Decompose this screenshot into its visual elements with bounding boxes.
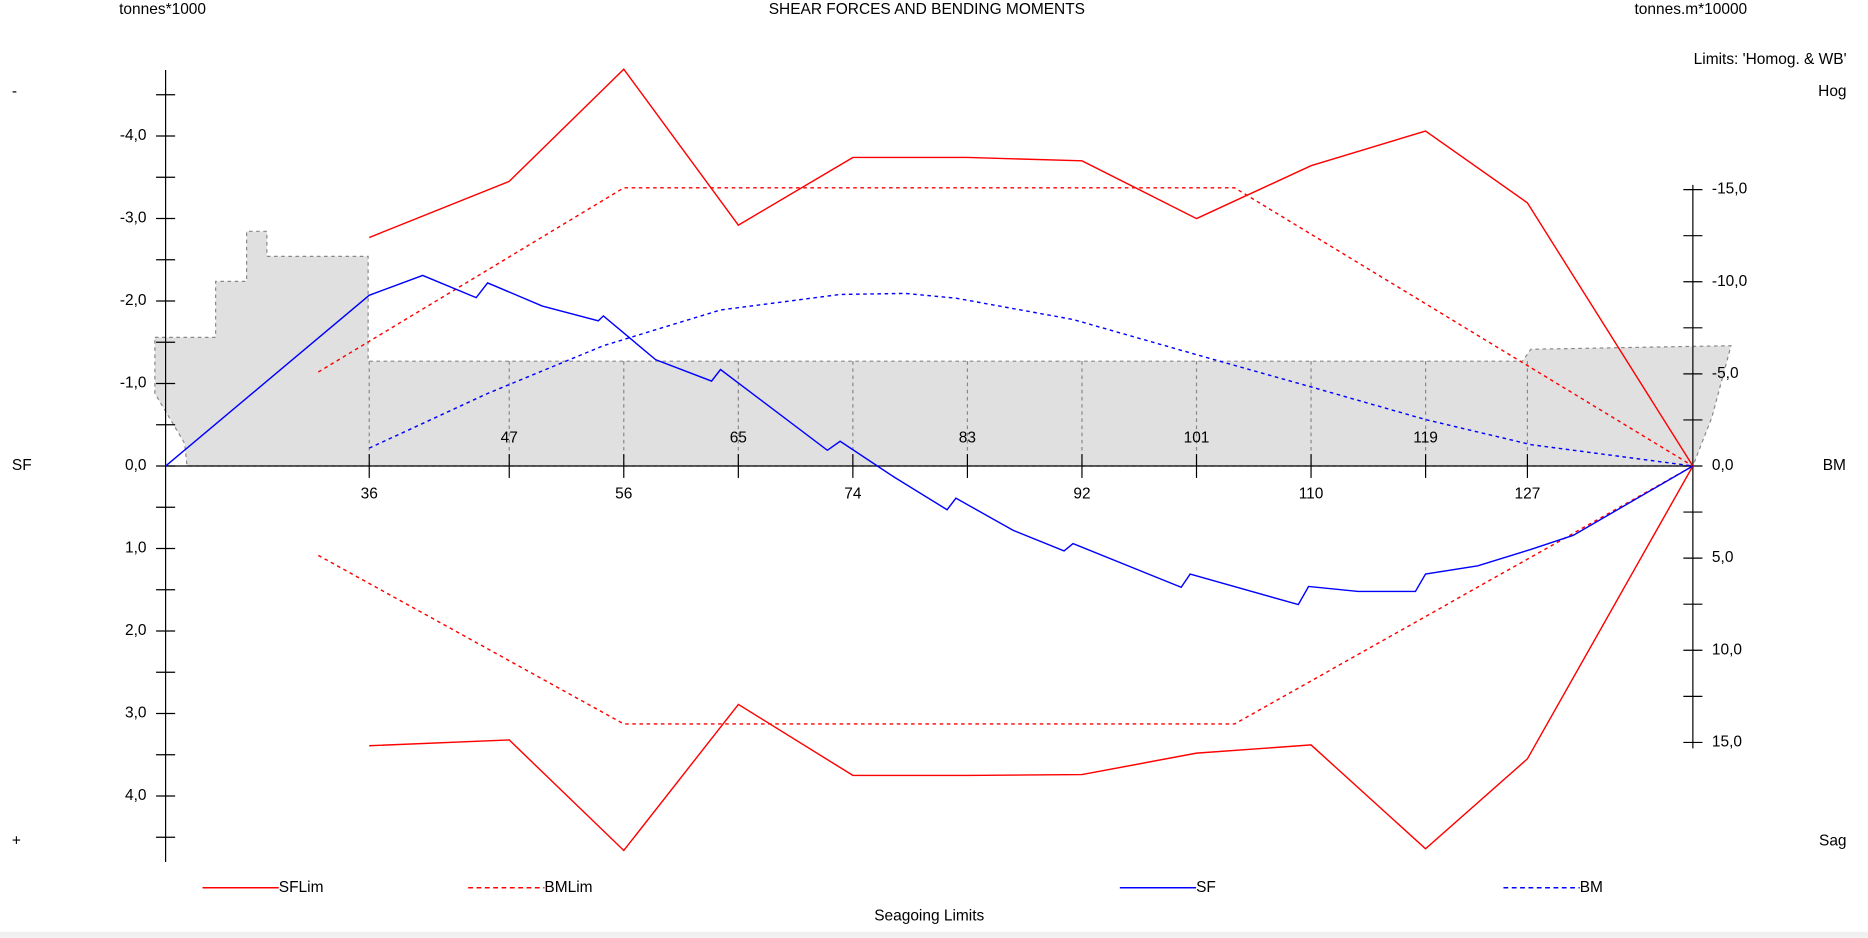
y-tick-label: 3,0 xyxy=(125,705,147,722)
y2-tick-label: -15,0 xyxy=(1712,181,1747,198)
y2-tick-label: -5,0 xyxy=(1712,365,1739,382)
x-tick-label: 74 xyxy=(844,486,862,503)
y2-tick-label: 10,0 xyxy=(1712,641,1742,658)
x-tick-label: 56 xyxy=(615,486,632,503)
legend-label: SF xyxy=(1196,879,1216,896)
x-tick-label: 47 xyxy=(501,430,518,447)
ship-profile xyxy=(154,230,1732,467)
y2-tick-label: 15,0 xyxy=(1712,734,1742,751)
sag-label: Sag xyxy=(1819,832,1847,849)
y-tick-label: 4,0 xyxy=(125,787,147,804)
x-tick-label: 119 xyxy=(1413,430,1438,447)
x-tick-label: 36 xyxy=(361,486,378,503)
top-sign: - xyxy=(12,83,17,100)
hog-label: Hog xyxy=(1818,83,1846,100)
x-tick-label: 101 xyxy=(1184,430,1210,447)
x-tick-label: 110 xyxy=(1299,486,1324,503)
legend-label: BM xyxy=(1580,879,1603,896)
y-unit: tonnes*1000 xyxy=(119,1,206,18)
series-line xyxy=(317,465,1694,725)
y2-tick-label: 0,0 xyxy=(1712,457,1734,474)
limits-note: Limits: 'Homog. & WB' xyxy=(1694,51,1847,68)
status-strip xyxy=(0,931,1868,938)
y-tick-label: 1,0 xyxy=(125,540,147,557)
x-tick-label: 127 xyxy=(1515,486,1541,503)
y-label: SF xyxy=(12,457,32,474)
series-line xyxy=(368,292,1693,467)
x-tick-label: 92 xyxy=(1073,486,1090,503)
legend-label: SFLim xyxy=(279,879,324,896)
y2-tick-label: -10,0 xyxy=(1712,273,1747,290)
bottom-sign: + xyxy=(12,832,21,849)
series-line xyxy=(368,68,1694,467)
series-line xyxy=(165,274,1694,606)
legend-label: BMLim xyxy=(544,879,592,896)
y-tick-label: 2,0 xyxy=(125,622,147,639)
series-line xyxy=(369,465,1694,852)
x-tick-label: 65 xyxy=(730,430,747,447)
y2-label: BM xyxy=(1823,457,1846,474)
footer: Seagoing Limits xyxy=(874,907,984,924)
x-tick-label: 83 xyxy=(959,430,976,447)
y-tick-label: 0,0 xyxy=(125,457,147,474)
y-tick-label: -1,0 xyxy=(120,375,147,392)
y2-tick-label: 5,0 xyxy=(1712,549,1734,566)
y2-unit: tonnes.m*10000 xyxy=(1635,1,1748,18)
chart-title: SHEAR FORCES AND BENDING MOMENTS xyxy=(769,1,1085,18)
y-tick-label: -2,0 xyxy=(120,292,147,309)
y-tick-label: -3,0 xyxy=(120,210,147,227)
y-tick-label: -4,0 xyxy=(120,127,147,144)
